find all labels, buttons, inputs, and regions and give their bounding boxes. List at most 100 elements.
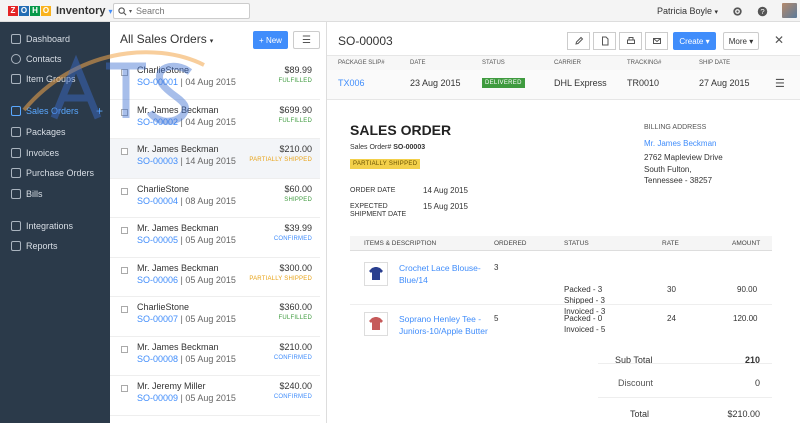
- order-number-link[interactable]: SO-00004: [137, 195, 179, 206]
- item-status-line: Shipped - 3: [564, 296, 605, 305]
- app-logo[interactable]: Z O H O Inventory ▾: [8, 4, 113, 18]
- create-button[interactable]: Create ▾: [673, 32, 716, 50]
- search-input[interactable]: [136, 6, 237, 16]
- item-status-line: Packed - 0: [564, 314, 603, 323]
- search-box[interactable]: ▾: [113, 3, 250, 19]
- order-date: 05 Aug 2015: [185, 235, 236, 245]
- row-checkbox[interactable]: [121, 108, 128, 116]
- billing-name-link[interactable]: Mr. James Beckman: [644, 139, 717, 148]
- sidebar-item-packages[interactable]: Packages: [0, 122, 110, 142]
- subtotal-value: 210: [744, 355, 760, 365]
- order-amount: $210.00: [279, 144, 312, 154]
- row-checkbox[interactable]: [121, 266, 128, 274]
- new-button[interactable]: + New: [253, 31, 288, 49]
- chevron-down-icon: ▾: [749, 36, 754, 46]
- row-checkbox[interactable]: [121, 385, 128, 392]
- sidebar-item-integrations[interactable]: Integrations: [0, 216, 110, 236]
- package-carrier: DHL Express: [554, 78, 607, 88]
- pdf-button[interactable]: [593, 32, 616, 50]
- order-status: CONFIRMED: [273, 394, 312, 400]
- gear-icon[interactable]: [731, 5, 743, 17]
- separator: |: [178, 314, 186, 324]
- list-item[interactable]: Mr. James Beckman SO-00006 | 05 Aug 2015 $…: [110, 258, 320, 297]
- more-button[interactable]: More ▾: [723, 32, 759, 50]
- row-checkbox[interactable]: [121, 69, 128, 76]
- item-rate: 30: [667, 285, 676, 294]
- sales-orders-icon: [11, 106, 21, 116]
- sidebar-item-purchase-orders[interactable]: Purchase Orders: [0, 163, 110, 183]
- invoices-icon: [11, 148, 21, 158]
- order-number-link[interactable]: SO-00009: [137, 393, 179, 403]
- chevron-down-icon[interactable]: ▾: [108, 6, 113, 16]
- search-scope-chevron-icon[interactable]: ▾: [129, 8, 133, 15]
- order-date: 05 Aug 2015: [185, 314, 236, 324]
- order-number-link[interactable]: SO-00006: [137, 274, 179, 285]
- add-sales-order-icon[interactable]: +: [95, 104, 103, 118]
- item-ordered: 3: [494, 263, 499, 272]
- order-date: 04 Aug 2015: [185, 116, 236, 127]
- item-name-link[interactable]: Soprano Henley Tee - Juniors-10/Apple But…: [399, 313, 488, 337]
- list-item[interactable]: Mr. James Beckman SO-00002 | 04 Aug 2015 $…: [110, 100, 320, 139]
- search-icon: [118, 6, 127, 15]
- print-button[interactable]: [619, 32, 642, 50]
- package-menu-icon[interactable]: ☰: [775, 78, 785, 90]
- item-name-link[interactable]: Crochet Lace Blouse- Blue/14: [399, 262, 481, 286]
- package-slip-link[interactable]: TX006: [338, 78, 365, 88]
- close-icon[interactable]: ✕: [774, 33, 785, 47]
- order-amount: $39.99: [284, 223, 312, 233]
- row-checkbox[interactable]: [121, 227, 128, 234]
- sidebar-item-contacts[interactable]: Contacts: [0, 49, 110, 69]
- row-checkbox[interactable]: [121, 345, 128, 353]
- list-item[interactable]: CharlieStone SO-00001 | 04 Aug 2015 $89.99…: [110, 60, 320, 100]
- sidebar: Dashboard Contacts Item Groups Sales Ord…: [0, 22, 110, 423]
- row-divider: [598, 363, 772, 364]
- avatar[interactable]: [782, 3, 797, 18]
- item-status: Packed - 0 Invoiced - 5: [564, 313, 605, 335]
- order-number-link[interactable]: SO-00005: [137, 235, 179, 245]
- sidebar-item-label: Packages: [26, 127, 66, 137]
- list-view-selector[interactable]: All Sales Orders ▾: [120, 32, 213, 46]
- order-amount: $699.90: [279, 104, 312, 115]
- expected-shipment-value: 15 Aug 2015: [423, 202, 468, 211]
- order-status: FULFILLED: [278, 315, 312, 321]
- discount-label: Discount: [618, 378, 654, 388]
- list-item[interactable]: Mr. James Beckman SO-00008 | 05 Aug 2015 $…: [110, 337, 320, 376]
- purchase-orders-icon: [11, 168, 21, 178]
- row-checkbox[interactable]: [121, 187, 128, 195]
- order-meta: SO-00001 | 04 Aug 2015: [137, 77, 236, 87]
- row-checkbox[interactable]: [121, 306, 128, 313]
- sidebar-item-reports[interactable]: Reports: [0, 236, 110, 256]
- sidebar-item-invoices[interactable]: Invoices: [0, 143, 110, 163]
- sidebar-item-sales-orders[interactable]: Sales Orders +: [0, 101, 110, 121]
- list-item[interactable]: Mr. Jeremy Miller SO-00009 | 05 Aug 2015 $…: [110, 376, 320, 416]
- sidebar-item-dashboard[interactable]: Dashboard: [0, 29, 110, 49]
- package-table-header: PACKAGE SLIP# DATE STATUS CARRIER TRACKI…: [327, 55, 800, 70]
- order-status: PARTIALLY SHIPPED: [249, 275, 312, 282]
- edit-button[interactable]: [567, 32, 590, 50]
- order-meta: SO-00008 | 05 Aug 2015: [137, 354, 236, 364]
- list-item[interactable]: Mr. James Beckman SO-00005 | 05 Aug 2015 $…: [110, 218, 320, 258]
- order-number-link[interactable]: SO-00002: [137, 116, 179, 127]
- so-number-value: SO-00003: [393, 144, 426, 151]
- order-number-link[interactable]: SO-00008: [137, 353, 179, 364]
- sidebar-item-label: Dashboard: [26, 34, 71, 44]
- billing-heading: BILLING ADDRESS: [644, 124, 707, 131]
- sidebar-item-item-groups[interactable]: Item Groups: [0, 69, 110, 89]
- item-status-line: Invoiced - 3: [564, 307, 606, 316]
- order-meta: SO-00004 | 08 Aug 2015: [137, 196, 236, 206]
- sidebar-item-bills[interactable]: Bills: [0, 184, 110, 204]
- list-menu-button[interactable]: ☰: [293, 31, 320, 49]
- email-button[interactable]: [645, 32, 668, 50]
- sidebar-item-label: Bills: [26, 189, 43, 199]
- order-number-link[interactable]: SO-00003: [137, 156, 179, 166]
- help-icon[interactable]: ?: [756, 5, 768, 17]
- list-item[interactable]: CharlieStone SO-00007 | 05 Aug 2015 $360.0…: [110, 297, 320, 337]
- order-number-link[interactable]: SO-00001: [137, 77, 179, 87]
- order-number-link[interactable]: SO-00007: [137, 314, 179, 324]
- row-checkbox[interactable]: [121, 148, 128, 155]
- item-status-line: Invoiced - 5: [564, 325, 606, 334]
- user-menu[interactable]: Patricia Boyle ▾: [657, 6, 718, 16]
- list-item[interactable]: Mr. James Beckman SO-00003 | 14 Aug 2015 $…: [110, 139, 320, 179]
- list-item[interactable]: CharlieStone SO-00004 | 08 Aug 2015 $60.00…: [110, 179, 320, 218]
- customer-name: Mr. James Beckman: [137, 144, 219, 154]
